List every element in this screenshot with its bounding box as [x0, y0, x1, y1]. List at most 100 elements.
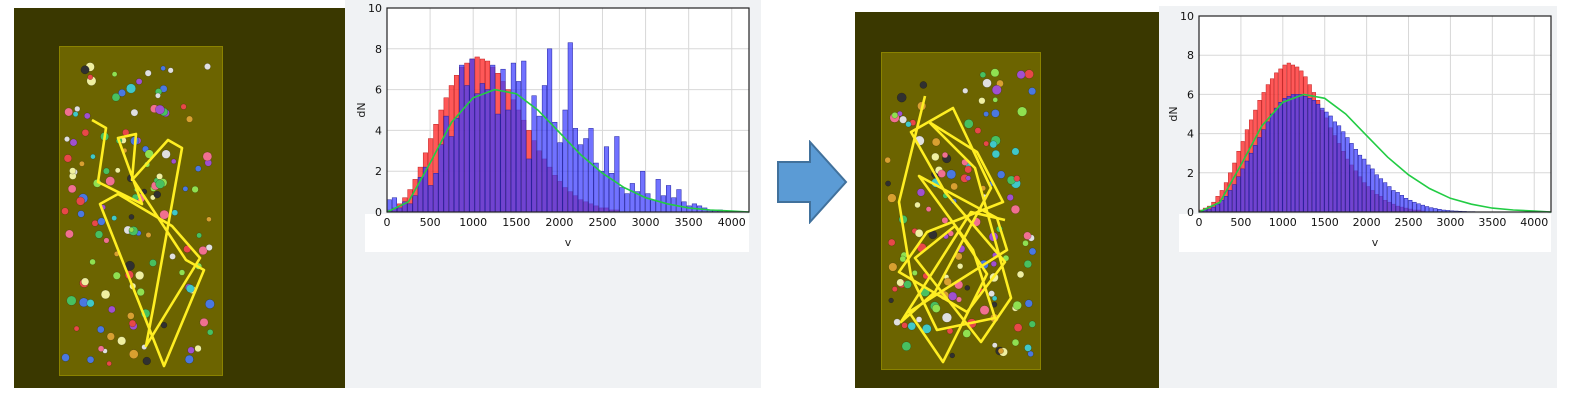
- gas-particle: [128, 214, 135, 220]
- blue-bar: [547, 48, 553, 213]
- blue-bar: [655, 179, 661, 213]
- blue-bar: [1420, 204, 1425, 213]
- blue-bar: [1211, 206, 1216, 213]
- blue-bar: [490, 64, 496, 213]
- gas-particle: [956, 296, 963, 303]
- y-axis-label: dN: [1167, 106, 1180, 121]
- blue-bar: [1383, 182, 1388, 213]
- y-tick-label: 2: [375, 165, 382, 178]
- blue-bar: [536, 115, 542, 213]
- gas-particle: [81, 277, 90, 286]
- gas-particle: [963, 119, 974, 129]
- blue-bar: [428, 185, 434, 213]
- x-tick-label: 500: [1230, 216, 1251, 229]
- gas-particle: [169, 253, 176, 260]
- gas-particle: [108, 305, 116, 314]
- gas-particle: [931, 152, 940, 162]
- gas-particle: [1024, 299, 1033, 308]
- gas-particle: [145, 232, 152, 238]
- gas-particle: [991, 149, 1001, 159]
- gas-particle: [896, 278, 905, 287]
- gas-particle: [180, 103, 187, 110]
- histogram-panel-after: 0 500 1000 1500 2000 2500 3000 3500 4000 0 2 4 6 8 10 v…: [1159, 6, 1557, 388]
- particle-trajectory: [91, 118, 206, 368]
- gas-particle: [911, 270, 918, 276]
- plot-frame: [386, 7, 750, 213]
- y-tick-label: 0: [375, 206, 382, 219]
- gas-particle: [946, 169, 957, 180]
- gas-particle: [990, 68, 1000, 78]
- gas-particle: [962, 87, 969, 94]
- blue-bar: [629, 183, 635, 213]
- blue-bar: [474, 93, 480, 213]
- gas-particle: [155, 104, 165, 115]
- gas-particle: [931, 304, 941, 313]
- blue-bar: [1311, 100, 1316, 213]
- gas-particle: [948, 291, 958, 301]
- gas-particle: [65, 229, 74, 239]
- blue-bar: [433, 172, 439, 213]
- gas-particle: [86, 355, 95, 364]
- gas-particle: [941, 216, 949, 224]
- blue-bar: [1316, 103, 1321, 213]
- blue-bar: [1408, 199, 1413, 213]
- gas-particle: [114, 167, 121, 174]
- blue-bar: [1328, 115, 1333, 213]
- gas-particle: [1028, 87, 1037, 96]
- blue-bar: [1244, 160, 1249, 213]
- blue-bar: [614, 136, 620, 213]
- gas-particle: [204, 63, 211, 70]
- gas-particle: [205, 299, 215, 309]
- y-tick-label: 10: [368, 2, 382, 15]
- gas-particle: [903, 280, 912, 289]
- blue-bar: [552, 121, 558, 213]
- blue-bar: [1307, 98, 1312, 213]
- gas-particle: [1011, 338, 1020, 347]
- gas-particle: [937, 169, 946, 178]
- gas-particle: [80, 65, 90, 75]
- gas-particle: [128, 227, 135, 233]
- blue-bar: [1357, 154, 1363, 213]
- blue-bar: [666, 185, 672, 213]
- gas-particle: [74, 105, 81, 112]
- gas-particle: [949, 352, 956, 359]
- gas-particle: [1006, 193, 1014, 201]
- gas-particle: [983, 111, 990, 117]
- gas-particle: [128, 319, 137, 328]
- blue-bar: [640, 170, 646, 213]
- x-tick-label: 2500: [1395, 216, 1423, 229]
- y-tick-label: 8: [1187, 49, 1194, 62]
- blue-bar: [562, 109, 568, 213]
- x-tick-label: 1000: [459, 216, 487, 229]
- gas-particle: [983, 140, 990, 147]
- gas-particle: [962, 329, 972, 338]
- gas-particle: [128, 349, 139, 359]
- blue-bar: [598, 170, 604, 213]
- gas-particle: [1013, 175, 1021, 182]
- gas-particle: [136, 288, 145, 297]
- blue-bar: [1387, 186, 1392, 213]
- gas-particle: [914, 228, 924, 238]
- gas-particle: [79, 160, 85, 167]
- gas-particle: [160, 65, 166, 71]
- blue-bar: [1286, 96, 1291, 213]
- blue-bar: [453, 117, 460, 213]
- gas-particle: [207, 329, 214, 336]
- gas-particle: [1023, 231, 1032, 240]
- gas-particle: [171, 158, 177, 165]
- blue-bar: [412, 195, 418, 213]
- gas-particle: [915, 316, 923, 323]
- blue-bar: [645, 193, 651, 213]
- blue-bar: [1349, 143, 1354, 213]
- gas-particle: [149, 259, 157, 267]
- x-tick-label: 500: [420, 216, 441, 229]
- gas-particle: [63, 154, 73, 163]
- gas-particle: [1011, 147, 1020, 156]
- gas-particle: [112, 271, 121, 280]
- gas-particle: [887, 193, 897, 203]
- blue-bar: [1269, 113, 1275, 213]
- blue-bar: [1232, 184, 1237, 213]
- gas-particle: [103, 237, 110, 244]
- gas-particle: [69, 138, 78, 147]
- simulation-view-after: [855, 12, 1159, 388]
